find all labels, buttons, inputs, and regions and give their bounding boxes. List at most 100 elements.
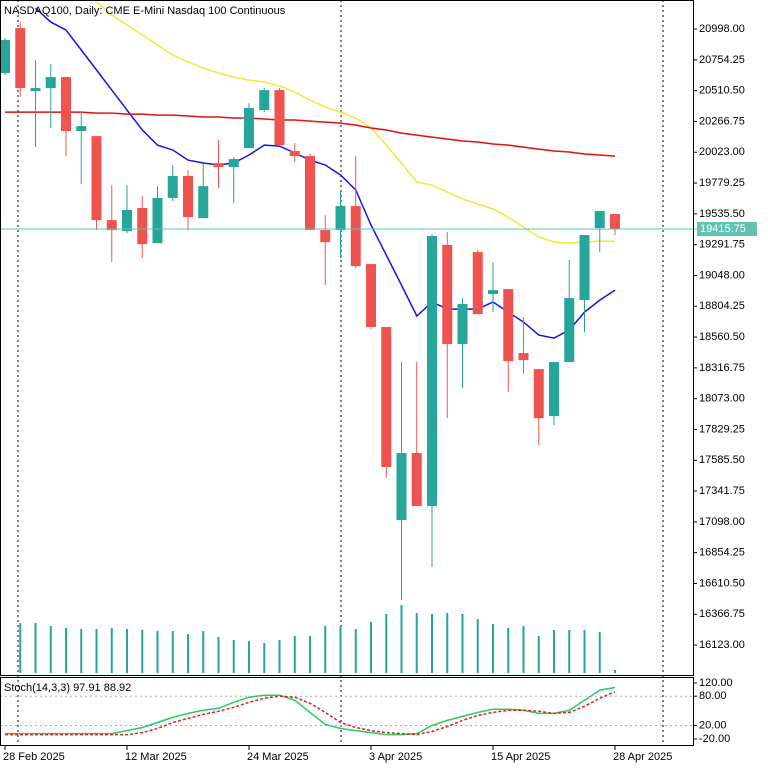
stoch-panel-border	[0, 677, 694, 746]
volume-bar	[354, 629, 357, 673]
volume-bar	[80, 629, 83, 673]
price-panel: 20998.00 20754.25 20510.50 20266.75 20023.00…	[0, 1, 757, 763]
candle-body	[533, 369, 544, 419]
candle-body	[427, 236, 437, 507]
candle-body	[244, 108, 254, 149]
volume-bar	[614, 670, 616, 673]
candle-body	[198, 186, 209, 219]
price-panel-border	[0, 0, 694, 676]
volume-bar	[19, 623, 22, 673]
candle-body	[594, 211, 605, 229]
volume-bar	[278, 640, 281, 673]
y-tick-label: 20023.00	[699, 146, 745, 158]
candle-body	[76, 126, 87, 132]
candle-body	[61, 77, 71, 132]
candle-body	[91, 136, 102, 221]
candle-body	[213, 163, 224, 168]
candle-body	[167, 176, 178, 199]
volume-bar	[232, 640, 235, 673]
volume-bar	[217, 637, 220, 673]
y-tick-label: 80.00	[699, 690, 727, 702]
volume-bar	[415, 613, 418, 673]
y-tick-label: 19779.25	[699, 177, 745, 189]
volume-bar	[431, 614, 433, 673]
candle-body	[366, 264, 376, 328]
volume-bar	[446, 613, 449, 673]
candle-body	[564, 298, 575, 363]
volume-bar	[248, 641, 250, 673]
stoch-main-value: 97.91	[73, 682, 101, 694]
y-tick-label: 18316.75	[699, 362, 745, 374]
y-tick-label: 18560.50	[699, 331, 745, 343]
volume-bar	[187, 634, 189, 673]
y-tick-label: 18804.25	[699, 300, 745, 312]
volume-bar	[568, 630, 571, 673]
last-price-label: 19415.75	[700, 223, 746, 235]
volume-bar	[110, 628, 113, 673]
candle-body	[518, 353, 529, 361]
y-tick-label: 18073.00	[699, 393, 745, 405]
y-tick-label: -20.00	[699, 733, 730, 745]
volume-bar	[507, 628, 510, 673]
candle-body	[472, 252, 483, 315]
volume-bar	[324, 626, 327, 673]
volume-bar	[34, 623, 37, 673]
candle-body	[396, 452, 407, 521]
volume-bar	[171, 631, 174, 673]
volume-bar	[156, 631, 159, 673]
candle-body	[259, 90, 270, 111]
candle-body	[228, 159, 239, 168]
candle-body	[106, 220, 117, 231]
y-tick-label: 16366.75	[699, 608, 745, 620]
volume-bar	[263, 643, 266, 673]
candle-body	[549, 362, 559, 417]
y-tick-label: 19048.00	[699, 269, 745, 281]
candle-body	[350, 206, 361, 267]
candle-body	[45, 77, 56, 89]
candle-body	[30, 88, 41, 92]
candle-body	[137, 207, 148, 245]
volume-bar	[141, 630, 144, 673]
volume-bar	[339, 627, 342, 673]
candle-body	[503, 289, 514, 362]
indicator-line	[96, 1, 615, 244]
x-tick-label: 28 Apr 2025	[613, 751, 672, 763]
candle-body	[274, 90, 285, 146]
volume-bar	[385, 614, 388, 673]
volume-bar	[49, 626, 52, 673]
volume-bar	[553, 630, 555, 673]
y-tick-label: 17098.00	[699, 516, 745, 528]
volume-bar	[126, 629, 128, 673]
candle-body	[0, 40, 10, 74]
volume-bar	[202, 631, 205, 673]
x-tick-label: 15 Apr 2025	[491, 751, 550, 763]
stoch-name: Stoch(14,3,3)	[4, 682, 70, 694]
y-tick-label: 19291.75	[699, 239, 745, 251]
candle-body	[183, 176, 193, 218]
y-tick-label: 17829.25	[699, 423, 745, 435]
y-tick-label: 120.00	[699, 677, 733, 689]
stoch-title: Stoch(14,3,3) 97.91 88.92	[4, 682, 131, 694]
indicator-line	[5, 691, 616, 736]
candle-body	[381, 327, 392, 468]
y-tick-label: 20266.75	[699, 115, 745, 127]
candle-body	[411, 452, 422, 507]
volume-bar	[309, 636, 311, 673]
volume-bar	[522, 626, 525, 673]
y-tick-label: 20510.50	[699, 85, 745, 97]
volume-bar	[461, 614, 464, 673]
candle-body	[610, 214, 620, 229]
candle-body	[442, 245, 453, 345]
chart-title: NASDAQ100, Daily: CME E-Mini Nasdaq 100 …	[4, 5, 286, 17]
volume-bar	[65, 628, 67, 673]
y-tick-label: 16123.00	[699, 639, 745, 651]
volume-bar	[370, 622, 372, 673]
y-tick-label: 17585.50	[699, 454, 745, 466]
candle-body	[305, 156, 315, 231]
volume-bar	[293, 636, 296, 673]
candle-body	[289, 150, 300, 157]
y-tick-label: 16854.25	[699, 547, 745, 559]
y-tick-label: 20754.25	[699, 54, 745, 66]
